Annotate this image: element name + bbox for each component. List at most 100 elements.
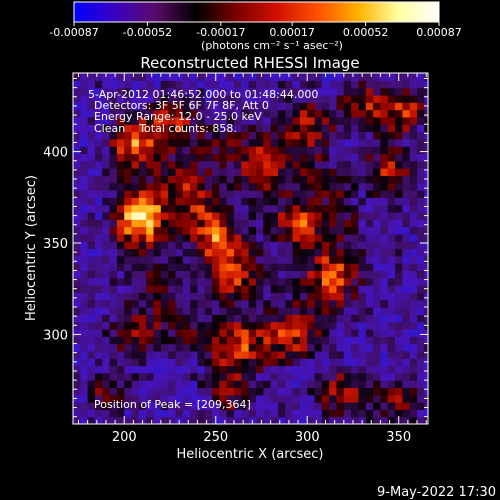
heatmap-cell — [351, 285, 360, 293]
heatmap-cell — [263, 255, 272, 264]
heatmap-cell — [219, 80, 228, 89]
heatmap-cell — [351, 343, 360, 352]
heatmap-cell — [409, 277, 418, 286]
heatmap-cell — [321, 285, 330, 293]
heatmap-cell — [373, 94, 382, 103]
heatmap-cell — [329, 248, 338, 257]
heatmap-cell — [73, 343, 81, 352]
heatmap-cell — [234, 365, 242, 374]
heatmap-cell — [321, 336, 330, 345]
heatmap-cell — [358, 168, 367, 176]
heatmap-cell — [182, 182, 191, 191]
heatmap-cell — [270, 124, 279, 133]
heatmap-cell — [219, 94, 228, 103]
heatmap-cell — [116, 116, 125, 125]
heatmap-cell — [263, 211, 272, 220]
heatmap-cell — [219, 372, 228, 381]
heatmap-cell — [285, 328, 294, 337]
heatmap-cell — [373, 365, 382, 374]
heatmap-cell — [146, 343, 155, 352]
heatmap-cell — [373, 255, 382, 264]
heatmap-cell — [160, 416, 169, 424]
heatmap-cell — [380, 73, 389, 81]
heatmap-cell — [402, 190, 411, 198]
heatmap-cell — [329, 255, 338, 264]
heatmap-cell — [314, 219, 323, 228]
heatmap-cell — [182, 211, 191, 220]
heatmap-cell — [255, 233, 264, 242]
heatmap-cell — [168, 146, 177, 155]
heatmap-cell — [358, 343, 367, 352]
heatmap-cell — [87, 204, 96, 213]
heatmap-cell — [409, 343, 418, 352]
heatmap-cell — [358, 211, 367, 220]
heatmap-cell — [351, 190, 360, 198]
heatmap-cell — [146, 285, 155, 293]
heatmap-cell — [234, 226, 242, 235]
heatmap-cell — [168, 343, 177, 352]
heatmap-cell — [380, 233, 389, 242]
heatmap-cell — [204, 146, 213, 155]
heatmap-cell — [94, 365, 103, 374]
heatmap-cell — [292, 299, 301, 308]
heatmap-cell — [190, 160, 199, 169]
heatmap-cell — [197, 336, 206, 345]
heatmap-cell — [248, 160, 257, 169]
heatmap-cell — [351, 204, 360, 213]
colorbar-tick-label: 0.00052 — [343, 26, 389, 39]
heatmap-cell — [285, 263, 294, 272]
heatmap-cell — [87, 124, 96, 133]
heatmap-cell — [292, 87, 301, 96]
heatmap-cell — [94, 153, 103, 162]
heatmap-cell — [190, 409, 199, 418]
heatmap-cell — [314, 182, 323, 191]
heatmap-cell — [387, 394, 396, 403]
heatmap-cell — [380, 204, 389, 213]
heatmap-cell — [131, 124, 140, 133]
heatmap-cell — [226, 94, 235, 103]
heatmap-cell — [80, 394, 89, 403]
heatmap-cell — [343, 73, 352, 81]
heatmap-cell — [373, 263, 382, 272]
heatmap-cell — [380, 255, 389, 264]
heatmap-cell — [263, 292, 272, 301]
heatmap-cell — [175, 402, 184, 410]
heatmap-cell — [94, 80, 103, 89]
heatmap-cell — [365, 204, 374, 213]
heatmap-cell — [212, 241, 220, 250]
heatmap-cell — [212, 109, 220, 118]
heatmap-cell — [212, 394, 220, 403]
heatmap-cell — [190, 255, 199, 264]
heatmap-cell — [292, 131, 301, 140]
heatmap-cell — [241, 109, 250, 118]
heatmap-cell — [160, 372, 169, 381]
heatmap-cell — [387, 153, 396, 162]
heatmap-cell — [409, 328, 418, 337]
heatmap-cell — [285, 255, 294, 264]
heatmap-cell — [212, 219, 220, 228]
heatmap-cell — [292, 175, 301, 184]
heatmap-cell — [343, 365, 352, 374]
heatmap-cell — [307, 175, 316, 184]
heatmap-cell — [124, 175, 133, 184]
heatmap-cell — [292, 394, 301, 403]
heatmap-cell — [248, 321, 257, 330]
heatmap-cell — [380, 197, 389, 206]
heatmap-cell — [190, 116, 199, 125]
heatmap-cell — [358, 131, 367, 140]
heatmap-cell — [212, 380, 220, 389]
heatmap-cell — [358, 226, 367, 235]
heatmap-cell — [182, 94, 191, 103]
heatmap-cell — [270, 211, 279, 220]
heatmap-cell — [307, 372, 316, 381]
heatmap-cell — [329, 211, 338, 220]
heatmap-cell — [160, 314, 169, 323]
heatmap-cell — [402, 358, 411, 367]
heatmap-cell — [307, 350, 316, 359]
heatmap-cell — [248, 307, 257, 315]
heatmap-cell — [314, 248, 323, 257]
heatmap-cell — [124, 409, 133, 418]
plot-frame — [72, 72, 429, 425]
heatmap-cell — [109, 73, 118, 81]
heatmap-cell — [219, 409, 228, 418]
